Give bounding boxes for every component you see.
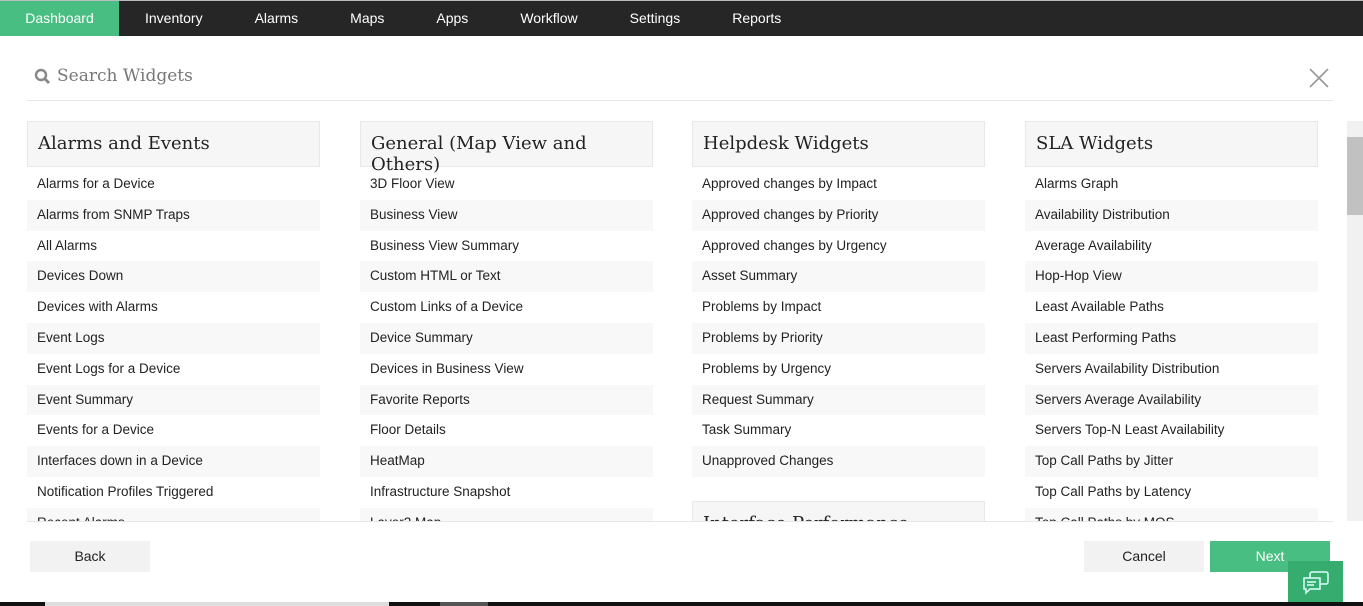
widget-item[interactable]: Average Availability <box>1035 237 1152 253</box>
widget-item[interactable]: Alarms for a Device <box>37 176 155 191</box>
widget-item[interactable]: HeatMap <box>360 446 653 477</box>
widget-item[interactable]: Interfaces down in a Device <box>27 446 320 477</box>
scrollbar-thumb[interactable] <box>1347 137 1363 215</box>
nav-reports[interactable]: Reports <box>732 10 782 26</box>
widget-item[interactable]: Business View Summary <box>370 237 520 253</box>
widget-category: General (Map View and Others) 3D Floor Vi… <box>360 121 653 521</box>
widget-item[interactable]: Least Available Paths <box>1035 299 1164 315</box>
widget-item[interactable]: Hop-Hop View <box>1025 261 1318 293</box>
footer-bar <box>0 602 1363 606</box>
top-nav: Dashboard Inventory Alarms Maps Apps Workflow… <box>0 0 1363 36</box>
widget-item[interactable]: Favorite Reports <box>360 384 653 416</box>
search-icon <box>34 68 50 84</box>
widget-item[interactable]: Unapproved Changes <box>692 446 985 477</box>
widget-item[interactable]: Request Summary <box>692 384 985 416</box>
widget-item[interactable]: Top Call Paths by Latency <box>1035 483 1192 499</box>
widget-item[interactable]: Events for a Device <box>37 422 155 438</box>
widget-item[interactable]: Asset Summary <box>692 261 985 293</box>
widget-item[interactable]: Infrastructure Snapshot <box>370 483 511 499</box>
widget-item[interactable]: Servers Top-N Least Availability <box>1035 422 1225 438</box>
widget-item[interactable]: Device Summary <box>360 322 653 354</box>
widget-item[interactable]: Alarms from SNMP Traps <box>27 199 320 231</box>
chat-icon <box>1302 570 1329 595</box>
category-title: Helpdesk Widgets <box>692 121 985 167</box>
search-input[interactable]: Search Widgets <box>57 66 193 86</box>
widget-item[interactable]: Least Performing Paths <box>1025 322 1318 354</box>
scrollbar[interactable] <box>1347 121 1363 521</box>
nav-workflow[interactable]: Workflow <box>520 10 578 26</box>
widget-item[interactable]: Custom Links of a Device <box>370 299 524 315</box>
divider <box>27 100 1333 101</box>
back-button[interactable]: Back <box>30 541 150 572</box>
nav-alarms[interactable]: Alarms <box>254 10 299 26</box>
widget-item[interactable]: Floor Details <box>370 422 446 438</box>
widget-item[interactable]: Task Summary <box>702 422 792 438</box>
widget-item[interactable]: Business View <box>360 199 653 231</box>
close-icon[interactable] <box>1307 66 1331 90</box>
nav-maps[interactable]: Maps <box>350 10 385 26</box>
widget-item[interactable]: Top Call Paths by Jitter <box>1025 446 1318 477</box>
widget-item[interactable]: 3D Floor View <box>370 176 455 191</box>
widget-item[interactable]: Problems by Urgency <box>702 360 832 376</box>
widget-item[interactable]: Availability Distribution <box>1025 199 1318 231</box>
widget-category: Alarms and Events Alarms for a Device Alar… <box>27 121 320 521</box>
category-title: General (Map View and Others) <box>360 121 653 175</box>
widget-item[interactable]: Approved changes by Urgency <box>702 237 887 253</box>
category-title: Interface Performance <box>692 500 985 521</box>
widget-item[interactable]: Recent Alarms <box>27 507 320 521</box>
widget-item[interactable]: Devices in Business View <box>370 360 524 376</box>
widget-item[interactable]: Approved changes by Impact <box>702 176 877 191</box>
widget-item[interactable]: Event Summary <box>27 384 320 416</box>
widget-item[interactable]: Approved changes by Priority <box>692 199 985 231</box>
widget-item[interactable]: Servers Availability Distribution <box>1035 360 1220 376</box>
widget-item[interactable]: Devices Down <box>27 261 320 293</box>
nav-inventory[interactable]: Inventory <box>145 10 203 26</box>
category-title: SLA Widgets <box>1025 121 1318 167</box>
widget-item[interactable]: Top Call Paths by MOS <box>1025 507 1318 521</box>
widget-item[interactable]: Servers Average Availability <box>1025 384 1318 416</box>
widget-item[interactable]: All Alarms <box>37 237 98 253</box>
widget-item[interactable]: Notification Profiles Triggered <box>37 483 214 499</box>
widget-list: Alarms and Events Alarms for a Device Alar… <box>0 121 1345 521</box>
search-widgets[interactable]: Search Widgets <box>34 66 193 86</box>
widget-item[interactable]: Alarms Graph <box>1035 176 1119 191</box>
category-title: Alarms and Events <box>27 121 320 167</box>
chat-button[interactable] <box>1288 561 1343 606</box>
widget-item[interactable]: Layer2 Map <box>360 507 653 521</box>
nav-settings[interactable]: Settings <box>629 10 681 26</box>
widget-item[interactable]: Event Logs <box>27 322 320 354</box>
widget-item[interactable]: Devices with Alarms <box>37 299 158 315</box>
widget-item[interactable]: Problems by Priority <box>692 322 985 354</box>
nav-apps[interactable]: Apps <box>436 10 469 26</box>
widget-category: SLA Widgets Alarms Graph Availability Dist… <box>1025 121 1318 521</box>
divider <box>27 521 1333 522</box>
widget-category: Helpdesk Widgets Approved changes by Impa… <box>692 121 985 521</box>
nav-dashboard[interactable]: Dashboard <box>0 1 119 36</box>
widget-item[interactable]: Event Logs for a Device <box>37 360 181 376</box>
widget-item[interactable]: Custom HTML or Text <box>360 261 653 293</box>
cancel-button[interactable]: Cancel <box>1084 541 1204 572</box>
widget-item[interactable]: Problems by Impact <box>702 299 822 315</box>
